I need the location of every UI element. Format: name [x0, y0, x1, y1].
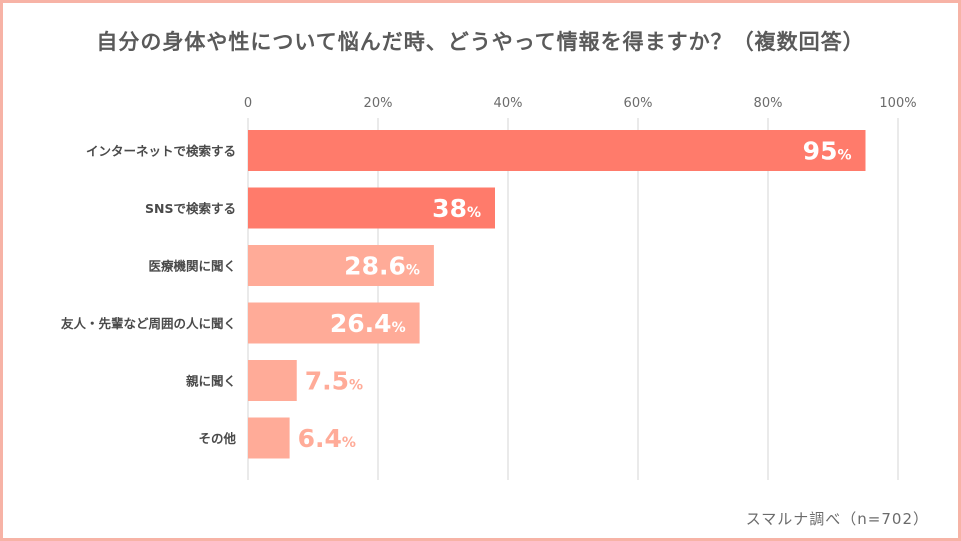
bar-3	[248, 302, 420, 344]
chart-title: 自分の身体や性について悩んだ時、どうやって情報を得ますか？（複数回答）	[96, 30, 865, 54]
category-label-4: 親に聞く	[186, 374, 236, 389]
value-label-5: 6.4%	[298, 424, 356, 453]
bar-2	[248, 245, 434, 286]
x-tick-label-0: 0	[244, 96, 252, 111]
value-label-3: 26.4%	[330, 309, 406, 338]
source-note: スマルナ調べ（n=702）	[745, 510, 929, 528]
bar-0	[248, 130, 866, 171]
category-label-0: インターネットで検索する	[86, 144, 236, 159]
x-tick-label-3: 60%	[624, 96, 653, 111]
bar-1	[248, 187, 495, 229]
x-tick-label-2: 40%	[494, 96, 523, 111]
x-tick-label-1: 20%	[364, 96, 393, 111]
bar-5	[248, 417, 290, 459]
category-label-2: 医療機関に聞く	[148, 259, 236, 274]
x-tick-label-5: 100%	[879, 96, 916, 111]
x-tick-label-4: 80%	[754, 96, 783, 111]
bar-4	[248, 360, 297, 401]
category-label-1: SNSで検索する	[145, 201, 236, 216]
value-label-4: 7.5%	[305, 367, 363, 396]
category-label-5: その他	[198, 431, 236, 446]
category-label-3: 友人・先輩など周囲の人に聞く	[60, 316, 236, 331]
value-label-2: 28.6%	[344, 252, 420, 281]
value-label-1: 38%	[432, 194, 481, 223]
value-label-0: 95%	[803, 137, 852, 166]
